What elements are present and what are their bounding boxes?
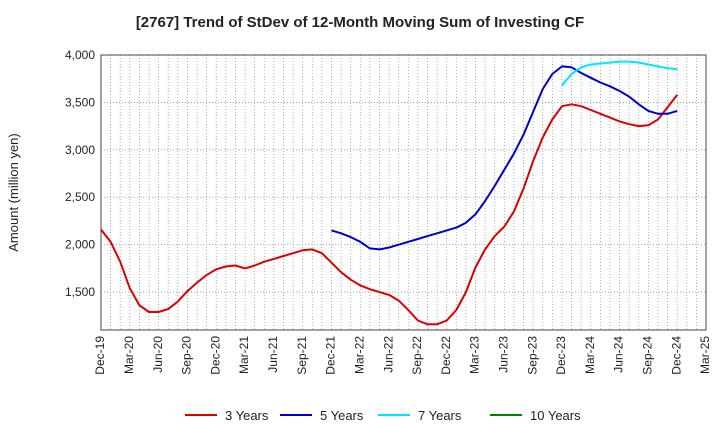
x-tick-label: Dec-20 [208, 336, 222, 375]
x-tick-label: Mar-24 [583, 336, 597, 374]
x-tick-label: Mar-21 [237, 336, 251, 374]
x-tick-label: Sep-23 [525, 336, 539, 375]
y-axis-ticks: 1,500 2,000 2,500 3,000 3,500 4,000 [65, 48, 95, 299]
legend-label: 3 Years [225, 408, 269, 423]
chart-title: [2767] Trend of StDev of 12-Month Moving… [135, 14, 585, 31]
x-tick-label: Jun-20 [151, 336, 165, 373]
x-tick-label: Sep-21 [295, 336, 309, 375]
x-tick-label: Jun-21 [266, 336, 280, 373]
y-tick-label: 2,500 [65, 190, 95, 204]
x-tick-label: Dec-22 [439, 336, 453, 375]
x-tick-label: Dec-19 [93, 336, 107, 375]
legend-label: 10 Years [530, 408, 581, 423]
x-tick-label: Sep-20 [180, 336, 194, 375]
series-line-5-years [331, 65, 678, 251]
y-tick-label: 2,000 [65, 238, 95, 252]
y-tick-label: 3,500 [65, 95, 95, 109]
legend-label: 5 Years [320, 408, 364, 423]
x-tick-label: Mar-22 [352, 336, 366, 374]
x-tick-label: Dec-24 [669, 336, 683, 375]
x-tick-label: Sep-24 [641, 336, 655, 375]
y-axis-label: Amount (million yen) [6, 133, 21, 252]
legend: 3 Years 5 Years 7 Years 10 Years [185, 408, 581, 423]
y-tick-label: 4,000 [65, 48, 95, 62]
x-tick-label: Sep-22 [410, 336, 424, 375]
x-tick-label: Jun-24 [612, 336, 626, 373]
legend-label: 7 Years [418, 408, 462, 423]
y-tick-label: 3,000 [65, 143, 95, 157]
x-tick-label: Jun-23 [497, 336, 511, 373]
x-axis-ticks: Dec-19 Mar-20 Jun-20 Sep-20 Dec-20 Mar-21 Jun-… [93, 336, 712, 375]
plot-frame [100, 54, 707, 331]
series-line-3-years [100, 94, 678, 326]
x-tick-label: Dec-23 [554, 336, 568, 375]
x-tick-label: Mar-20 [122, 336, 136, 374]
x-tick-label: Dec-21 [324, 336, 338, 375]
y-tick-label: 1,500 [65, 285, 95, 299]
x-tick-label: Mar-25 [698, 336, 712, 374]
x-tick-label: Jun-22 [381, 336, 395, 373]
series-line-7-years [561, 60, 678, 86]
grid-layer [100, 54, 707, 330]
series-layer [100, 60, 678, 326]
x-tick-label: Mar-23 [468, 336, 482, 374]
